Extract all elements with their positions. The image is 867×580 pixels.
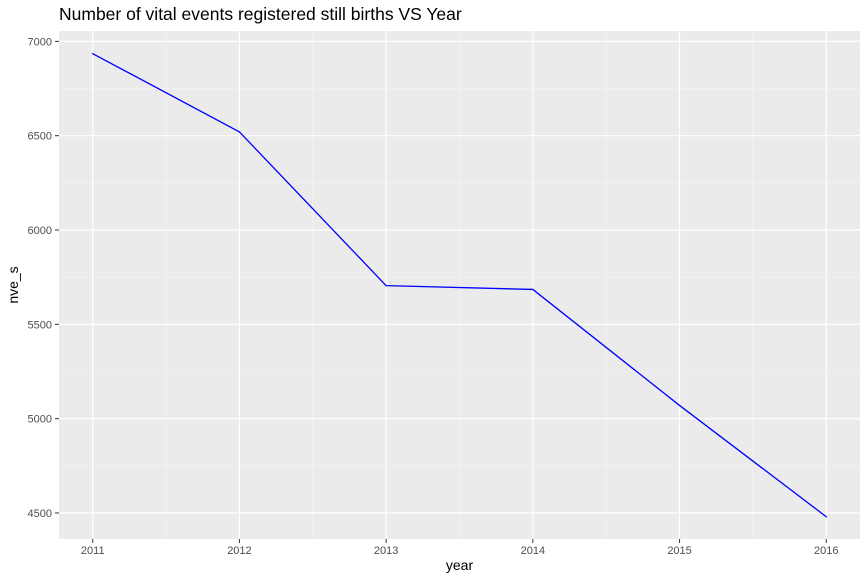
y-tick-label: 5000 [28,414,52,426]
data-point [532,288,534,291]
data-point [92,52,94,55]
y-axis-title: nve_s [5,266,21,303]
y-tick-label: 6000 [28,225,52,237]
y-tick-label: 7000 [28,36,52,48]
data-point [238,131,241,133]
series-group [92,52,827,518]
data-point [825,516,827,518]
series-line [92,53,827,518]
x-tick-label: 2011 [81,545,105,557]
x-tick-label: 2012 [227,545,251,557]
x-axis-title: year [446,557,474,573]
x-tick-label: 2015 [667,545,691,557]
chart-title: Number of vital events registered still … [59,4,462,24]
data-point [385,284,387,287]
gridlines [59,31,860,539]
x-tick-label: 2016 [814,545,838,557]
x-tick-label: 2013 [374,545,398,557]
y-tick-label: 5500 [28,319,52,331]
axis-ticks: 2011 2012 2013 2014 2015 2016 4500 5000 5500 6000… [28,36,839,557]
data-point [678,404,681,407]
x-tick-label: 2014 [521,545,545,557]
y-tick-label: 6500 [28,131,52,143]
y-tick-label: 4500 [28,508,52,520]
